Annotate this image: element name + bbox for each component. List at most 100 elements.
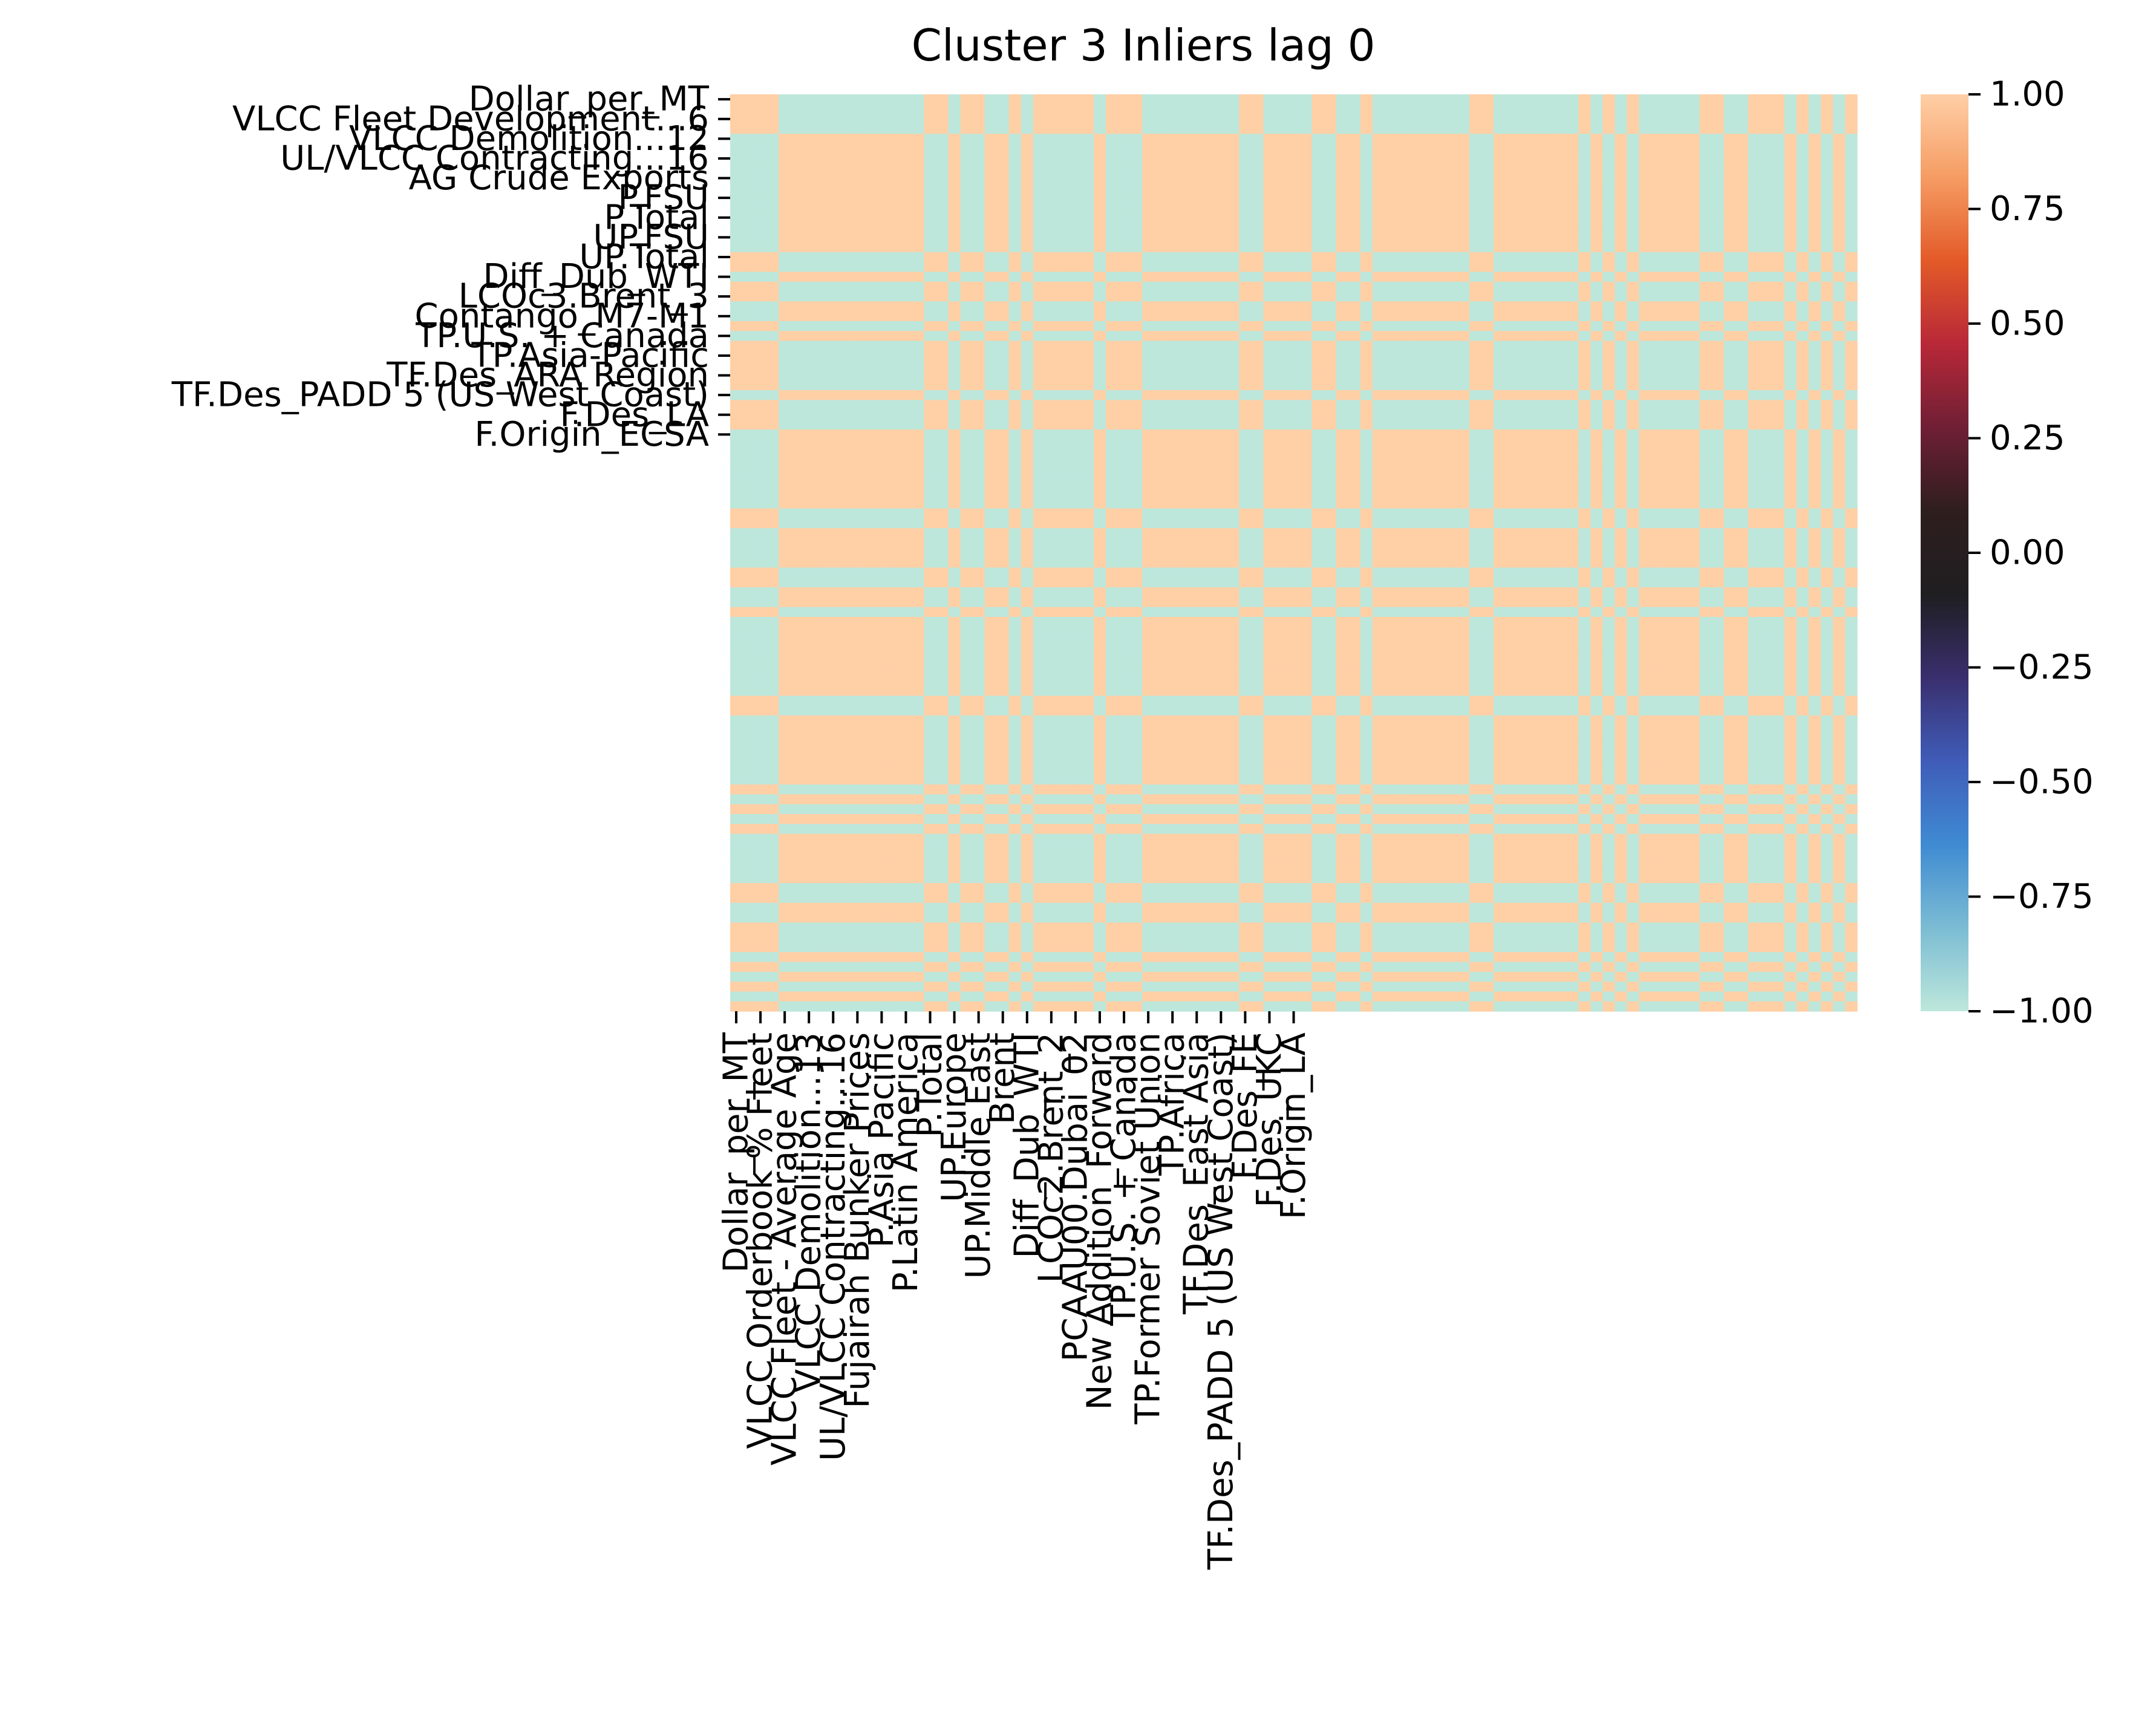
heatmap-cell	[1348, 272, 1361, 282]
heatmap-cell	[1191, 212, 1203, 223]
heatmap-cell	[1445, 134, 1458, 145]
heatmap-cell	[912, 212, 925, 223]
heatmap-cell	[984, 558, 998, 569]
heatmap-cell	[924, 370, 937, 381]
heatmap-cell	[1542, 370, 1555, 381]
heatmap-cell	[1033, 123, 1046, 134]
heatmap-cell	[1178, 341, 1191, 351]
heatmap-cell	[1191, 292, 1203, 302]
heatmap-cell	[1432, 489, 1446, 499]
heatmap-cell	[1106, 577, 1119, 588]
heatmap-cell	[1033, 104, 1046, 115]
heatmap-cell	[1396, 489, 1410, 499]
heatmap-cell	[1178, 153, 1191, 164]
heatmap-cell	[1142, 616, 1155, 627]
heatmap-cell	[803, 528, 815, 539]
heatmap-cell	[1251, 143, 1264, 154]
heatmap-cell	[1469, 193, 1482, 203]
heatmap-cell	[984, 567, 998, 578]
heatmap-cell	[1748, 143, 1761, 154]
heatmap-cell	[1069, 301, 1082, 312]
heatmap-cell	[1530, 242, 1543, 253]
heatmap-cell	[1372, 222, 1385, 233]
heatmap-cell	[1239, 321, 1252, 331]
heatmap-cell	[1021, 203, 1034, 213]
heatmap-cell	[875, 400, 889, 411]
heatmap-cell	[1542, 469, 1555, 480]
heatmap-cell	[1057, 459, 1070, 470]
heatmap-cell	[827, 528, 840, 539]
heatmap-cell	[996, 301, 1010, 312]
heatmap-cell	[1844, 597, 1858, 608]
heatmap-cell	[972, 409, 985, 420]
heatmap-cell	[1372, 538, 1385, 549]
heatmap-cell	[1396, 301, 1410, 312]
heatmap-cell	[766, 370, 779, 381]
heatmap-cell	[1663, 281, 1676, 292]
heatmap-cell	[1663, 419, 1676, 430]
heatmap-cell	[1530, 262, 1543, 273]
heatmap-cell	[948, 94, 961, 105]
heatmap-cell	[1130, 331, 1143, 342]
heatmap-cell	[791, 262, 803, 273]
heatmap-cell	[1615, 538, 1627, 549]
heatmap-cell	[1408, 272, 1422, 282]
heatmap-cell	[1615, 301, 1627, 312]
heatmap-cell	[1432, 153, 1446, 164]
heatmap-cell	[1651, 292, 1664, 302]
heatmap-cell	[766, 409, 779, 420]
heatmap-cell	[1215, 193, 1227, 203]
heatmap-cell	[1166, 449, 1179, 460]
heatmap-cell	[1372, 567, 1385, 578]
heatmap-cell	[1093, 508, 1106, 519]
heatmap-cell	[766, 390, 779, 400]
heatmap-cell	[1651, 232, 1664, 243]
heatmap-cell	[1384, 281, 1397, 292]
heatmap-cell	[839, 498, 852, 509]
heatmap-cell	[1275, 370, 1289, 381]
heatmap-cell	[887, 577, 901, 588]
heatmap-cell	[1784, 262, 1797, 273]
heatmap-cell	[1723, 252, 1737, 262]
heatmap-cell	[754, 439, 767, 450]
heatmap-cell	[1518, 104, 1530, 115]
heatmap-cell	[1008, 104, 1022, 115]
heatmap-cell	[863, 469, 876, 480]
heatmap-cell	[1008, 607, 1022, 618]
heatmap-cell	[1251, 222, 1264, 233]
heatmap-cell	[1312, 301, 1325, 312]
heatmap-cell	[1178, 360, 1191, 371]
heatmap-cell	[1408, 459, 1422, 470]
heatmap-cell	[1530, 232, 1543, 243]
heatmap-cell	[1360, 341, 1373, 351]
heatmap-cell	[1081, 547, 1094, 558]
heatmap-cell	[1178, 597, 1191, 608]
heatmap-cell	[791, 390, 803, 400]
heatmap-cell	[1348, 380, 1361, 391]
heatmap-cell	[924, 301, 937, 312]
heatmap-cell	[1372, 587, 1385, 598]
heatmap-cell	[1154, 301, 1167, 312]
heatmap-cell	[863, 252, 876, 262]
heatmap-cell	[1384, 577, 1397, 588]
heatmap-cell	[1506, 163, 1518, 174]
heatmap-cell	[1227, 123, 1240, 134]
heatmap-cell	[839, 134, 852, 145]
heatmap-cell	[1675, 558, 1688, 569]
heatmap-cell	[1348, 252, 1361, 262]
heatmap-cell	[1663, 429, 1676, 440]
heatmap-cell	[1081, 341, 1094, 351]
heatmap-cell	[887, 528, 901, 539]
heatmap-cell	[1299, 212, 1313, 223]
heatmap-cell	[791, 143, 803, 154]
heatmap-cell	[1118, 212, 1131, 223]
heatmap-cell	[1045, 607, 1058, 618]
heatmap-cell	[1396, 360, 1410, 371]
heatmap-cell	[1820, 114, 1834, 125]
heatmap-cell	[1299, 193, 1313, 203]
heatmap-cell	[1518, 143, 1530, 154]
heatmap-cell	[1627, 311, 1640, 322]
heatmap-cell	[1494, 134, 1506, 145]
heatmap-cell	[984, 607, 998, 618]
heatmap-cell	[1106, 134, 1119, 145]
